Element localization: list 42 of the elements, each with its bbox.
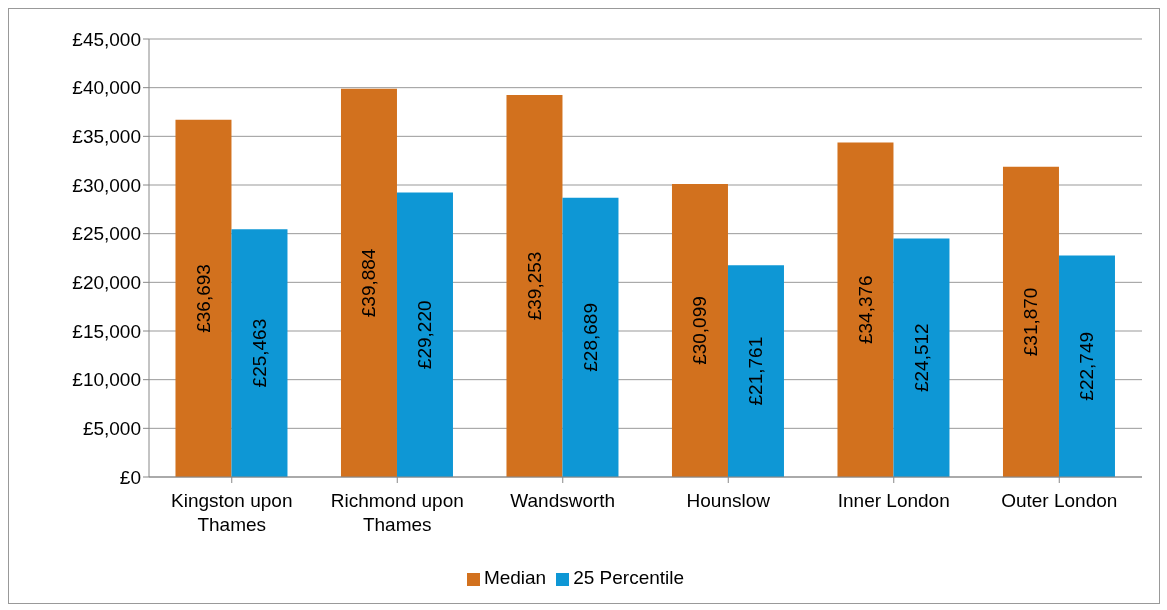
legend-label: Median [483, 567, 547, 588]
data-label: £39,884 [358, 248, 380, 318]
legend-label: 25 Percentile [573, 567, 685, 588]
data-label: £25,463 [248, 318, 270, 388]
y-tick-label: £5,000 [82, 418, 141, 440]
data-label: £28,689 [579, 303, 601, 372]
y-tick-label: £15,000 [72, 320, 141, 342]
data-label: £36,693 [192, 264, 214, 333]
bar [562, 197, 619, 477]
y-tick-label: £20,000 [72, 272, 141, 294]
data-label: £22,749 [1076, 331, 1098, 401]
x-tick-label: Hounslow [686, 490, 771, 511]
data-label: £30,099 [689, 296, 711, 365]
data-label: £31,870 [1020, 287, 1042, 357]
bar [837, 142, 894, 477]
x-tick-label: Wandsworth [510, 490, 616, 511]
y-tick-label: £25,000 [72, 223, 141, 245]
data-label: £39,253 [523, 251, 545, 321]
bar [506, 94, 563, 477]
bar [175, 119, 232, 477]
x-tick-label: Inner London [837, 490, 950, 511]
y-tick-label: £45,000 [72, 28, 141, 50]
y-tick-label: £10,000 [72, 369, 141, 391]
bar [671, 184, 728, 477]
data-label: £21,761 [745, 336, 767, 406]
data-label: £34,376 [854, 275, 876, 345]
x-tick-label: Richmond upon Thames [330, 490, 464, 535]
y-tick-label: £35,000 [72, 126, 141, 148]
bar [1002, 166, 1059, 477]
bar [727, 265, 784, 477]
y-tick-label: £30,000 [72, 174, 141, 196]
bar [340, 88, 397, 477]
data-label: £29,220 [414, 300, 436, 370]
bar [1058, 255, 1115, 477]
bar [893, 238, 950, 477]
bar [396, 192, 453, 477]
y-tick-label: £0 [119, 466, 141, 488]
data-label: £24,512 [910, 323, 932, 393]
x-tick-label: Kingston upon Thames [171, 490, 293, 535]
x-tick-label: Outer London [1001, 490, 1118, 511]
y-tick-label: £40,000 [72, 77, 141, 99]
bar [231, 229, 288, 477]
